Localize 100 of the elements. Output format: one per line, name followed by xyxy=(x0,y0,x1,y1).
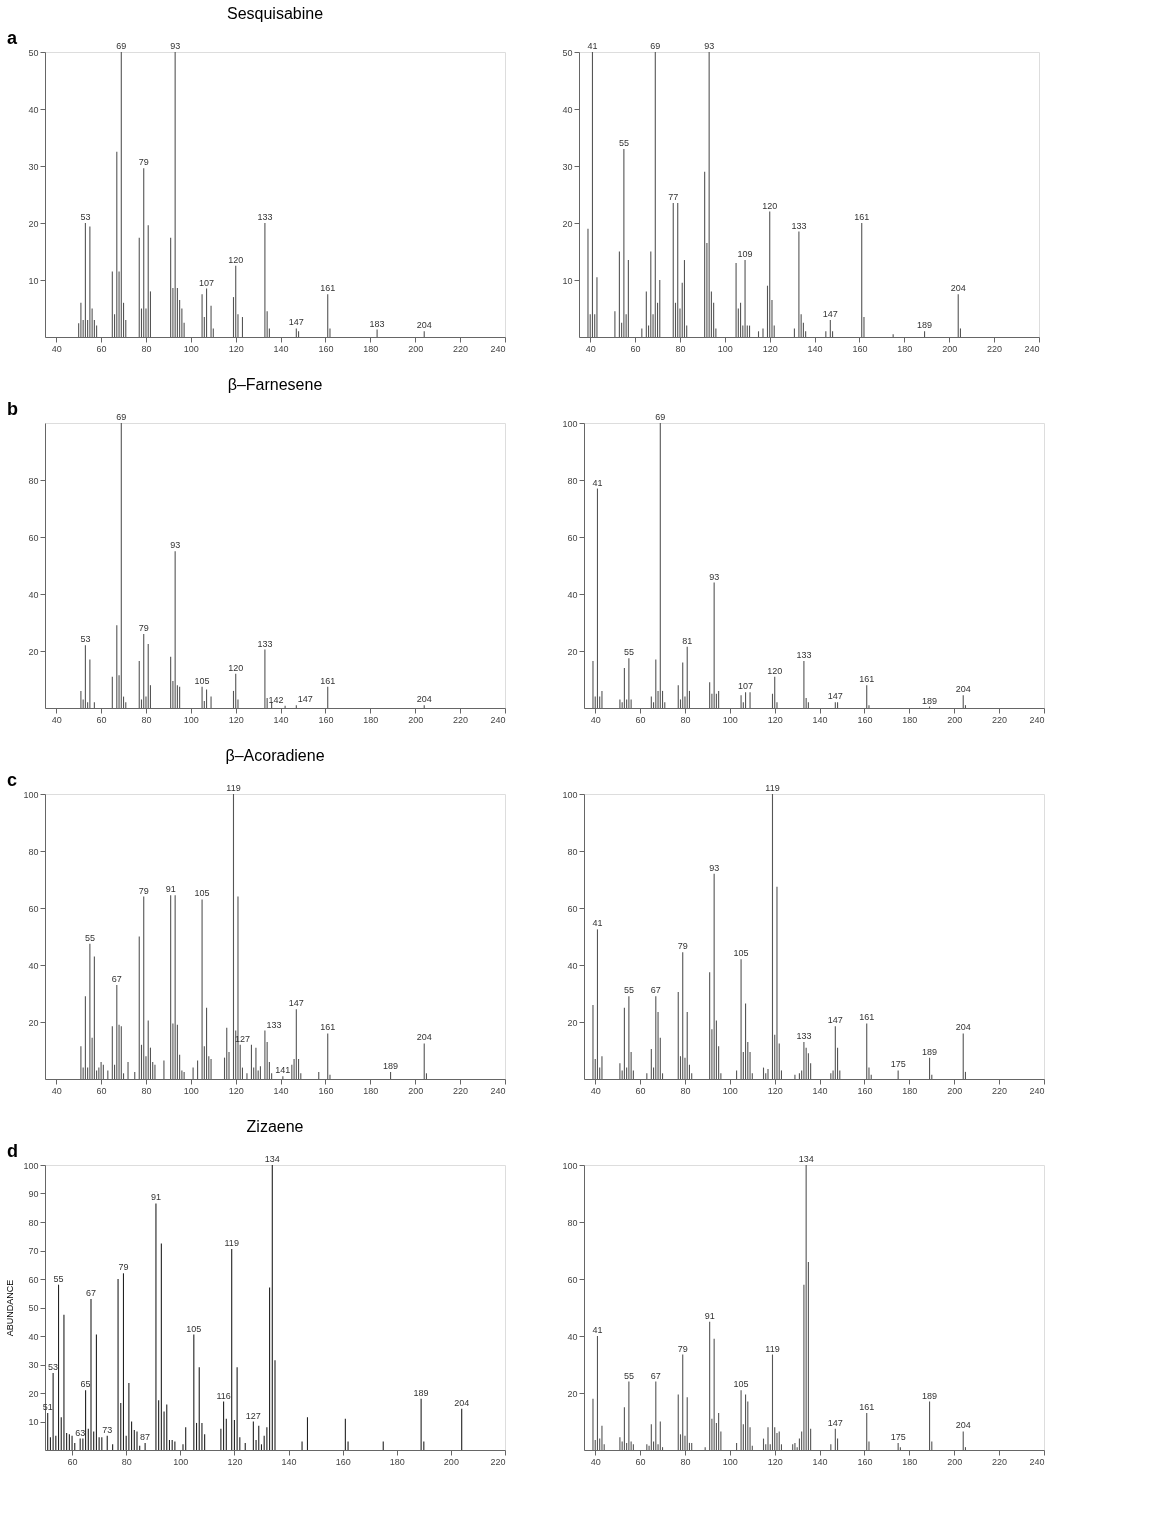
annotation: 119 xyxy=(226,783,241,793)
annotation: 120 xyxy=(762,200,778,211)
x-tick-label: 180 xyxy=(363,343,379,354)
annotation: 204 xyxy=(416,320,432,331)
x-tick-label: 40 xyxy=(51,714,62,725)
annotation: 41 xyxy=(592,918,603,929)
x-tick-label: 220 xyxy=(453,1085,469,1096)
annotation: 55 xyxy=(53,1273,64,1284)
annotation: 204 xyxy=(950,283,966,294)
y-tick-label: 20 xyxy=(562,218,573,229)
annotation: 161 xyxy=(320,283,336,294)
annotation: 161 xyxy=(854,212,870,222)
x-tick-label: 160 xyxy=(857,1456,873,1467)
chart-title: β–Farnesene xyxy=(227,376,323,393)
annotation: 161 xyxy=(320,675,336,686)
chart-title: Sesquisabine xyxy=(226,5,324,22)
annotation: 161 xyxy=(859,1401,875,1412)
annotation: 91 xyxy=(150,1192,161,1203)
x-tick-label: 120 xyxy=(228,714,244,725)
x-tick-label: 60 xyxy=(635,714,646,725)
x-tick-label: 240 xyxy=(1029,714,1045,725)
x-tick-label: 100 xyxy=(722,1456,738,1467)
text: a xyxy=(7,28,18,48)
y-tick-label: 10 xyxy=(562,275,573,286)
annotation: 183 xyxy=(369,318,385,329)
x-tick-label: 140 xyxy=(273,343,289,354)
y-tick-label: 60 xyxy=(567,532,578,543)
y-tick-label: 40 xyxy=(28,1331,39,1342)
annotation: 147 xyxy=(827,691,843,702)
annotation: 189 xyxy=(922,1390,938,1401)
y-tick-label: 20 xyxy=(28,1388,39,1399)
y-tick-label: 20 xyxy=(28,218,39,229)
annotation: 120 xyxy=(228,662,244,673)
x-tick-label: 240 xyxy=(490,343,506,354)
y-tick-label: 80 xyxy=(567,846,578,857)
annotation: 134 xyxy=(798,1154,814,1164)
annotation: 69 xyxy=(650,41,661,51)
x-tick-label: 240 xyxy=(490,1085,506,1096)
annotation: 81 xyxy=(682,635,693,646)
annotation: 91 xyxy=(704,1310,715,1321)
x-tick-label: 100 xyxy=(722,1085,738,1096)
text: b xyxy=(7,399,18,419)
x-tick-label: 80 xyxy=(675,343,686,354)
y-tick-label: 100 xyxy=(562,1160,578,1171)
y-tick-label: 60 xyxy=(28,903,39,914)
x-tick-label: 80 xyxy=(680,1085,691,1096)
annotation: 204 xyxy=(416,1032,432,1043)
x-tick-label: 40 xyxy=(590,1456,601,1467)
y-tick-label: 20 xyxy=(28,1017,39,1028)
y-tick-label: 40 xyxy=(567,1331,578,1342)
annotation: 189 xyxy=(922,695,938,706)
annotation: 147 xyxy=(288,317,304,328)
y-tick-label: 20 xyxy=(28,646,39,657)
x-tick-label: 140 xyxy=(812,1456,828,1467)
y-tick-label: 100 xyxy=(23,1160,39,1171)
annotation: 105 xyxy=(186,1323,202,1334)
x-tick-label: 180 xyxy=(363,1085,379,1096)
x-tick-label: 80 xyxy=(141,714,152,725)
x-tick-label: 40 xyxy=(590,1085,601,1096)
y-tick-label: 40 xyxy=(28,104,39,115)
y-tick-label: 20 xyxy=(567,646,578,657)
x-tick-label: 220 xyxy=(992,1456,1008,1467)
annotation: 69 xyxy=(116,41,127,51)
x-tick-label: 80 xyxy=(121,1456,132,1467)
x-tick-label: 140 xyxy=(273,1085,289,1096)
annotation: 161 xyxy=(859,674,875,685)
x-tick-label: 220 xyxy=(992,1085,1008,1096)
annotation: 93 xyxy=(709,571,720,582)
x-tick-label: 60 xyxy=(96,714,107,725)
annotation: 147 xyxy=(827,1417,843,1428)
text: d xyxy=(7,1141,18,1161)
annotation: 175 xyxy=(890,1059,906,1070)
x-tick-label: 100 xyxy=(717,343,733,354)
x-tick-label: 140 xyxy=(273,714,289,725)
x-tick-label: 100 xyxy=(183,343,199,354)
x-tick-label: 120 xyxy=(767,1085,783,1096)
annotation: 41 xyxy=(587,41,598,51)
x-tick-label: 180 xyxy=(363,714,379,725)
x-tick-label: 200 xyxy=(942,343,958,354)
x-tick-label: 60 xyxy=(635,1085,646,1096)
annotation: 41 xyxy=(592,1325,603,1335)
annotation: 91 xyxy=(165,884,176,895)
annotation: 63 xyxy=(75,1427,86,1438)
chart-title: Zizaene xyxy=(246,1118,304,1135)
annotation: 79 xyxy=(138,622,149,633)
annotation: 120 xyxy=(228,254,244,265)
annotation: 116 xyxy=(216,1390,231,1401)
annotation: 119 xyxy=(765,1343,780,1354)
x-tick-label: 140 xyxy=(812,1085,828,1096)
y-tick-label: 100 xyxy=(562,418,578,429)
x-tick-label: 180 xyxy=(389,1456,405,1467)
x-tick-label: 40 xyxy=(51,1085,62,1096)
annotation: 204 xyxy=(454,1397,470,1408)
annotation: 175 xyxy=(890,1431,906,1442)
annotation: 87 xyxy=(140,1431,151,1442)
annotation: 147 xyxy=(288,998,304,1009)
annotation: 93 xyxy=(704,41,715,51)
y-tick-label: 60 xyxy=(567,903,578,914)
x-tick-label: 100 xyxy=(183,1085,199,1096)
y-tick-label: 20 xyxy=(567,1388,578,1399)
